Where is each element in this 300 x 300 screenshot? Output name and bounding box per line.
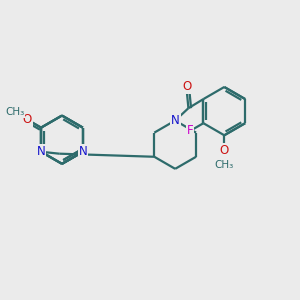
Text: CH₃: CH₃: [215, 160, 234, 170]
Text: N: N: [171, 114, 180, 127]
Text: CH₃: CH₃: [5, 107, 25, 118]
Text: F: F: [187, 124, 194, 137]
Text: O: O: [182, 80, 192, 93]
Text: O: O: [22, 113, 32, 126]
Text: O: O: [22, 113, 32, 126]
Text: N: N: [37, 145, 46, 158]
Text: N: N: [79, 145, 87, 158]
Text: O: O: [220, 144, 229, 157]
